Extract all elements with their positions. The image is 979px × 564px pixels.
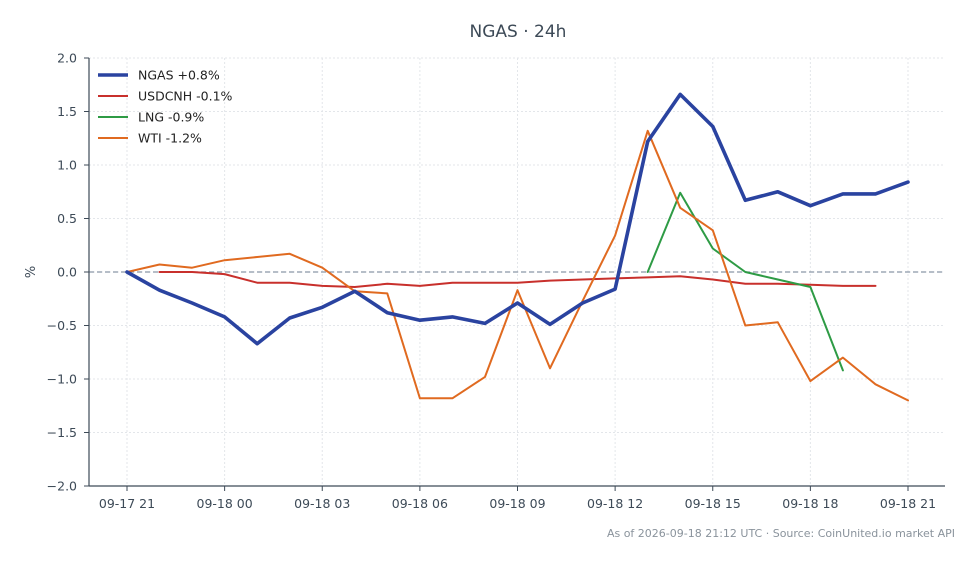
series-line-wti	[126, 129, 909, 402]
y-tick-label: 1.0	[57, 158, 77, 173]
series-line-lng	[646, 191, 844, 372]
y-tick-label: −1.5	[47, 425, 77, 440]
legend: NGAS +0.8% USDCNH -0.1% LNG -0.9% WTI -1.2%	[98, 68, 233, 146]
x-tick-label: 09-18 21	[880, 496, 936, 511]
legend-entry: WTI -1.2%	[138, 131, 202, 146]
x-tick-label: 09-18 12	[587, 496, 643, 511]
source-footer: As of 2026-09-18 21:12 UTC · Source: Coi…	[607, 527, 955, 540]
y-axis-label: %	[24, 266, 39, 278]
x-tick-label: 09-18 15	[685, 496, 741, 511]
y-tick-label: 0.5	[57, 211, 77, 226]
y-tick-label: −1.0	[47, 372, 77, 387]
x-tick-label: 09-18 06	[392, 496, 448, 511]
y-tick-label: 0.0	[57, 265, 77, 280]
y-tick-label: 2.0	[57, 51, 77, 66]
y-tick-label: −2.0	[47, 479, 77, 494]
x-tick-label: 09-18 00	[197, 496, 253, 511]
legend-entry: LNG -0.9%	[138, 110, 204, 125]
y-tick-label: 1.5	[57, 104, 77, 119]
axes: 2.0 1.5 1.0 0.5 0.0 −0.5 −1.0 −1.5 −2.0 09-17 21 0…	[47, 51, 945, 511]
legend-entry: NGAS +0.8%	[138, 68, 220, 83]
y-tick-label: −0.5	[47, 318, 77, 333]
series-lines	[125, 92, 910, 402]
legend-entry: USDCNH -0.1%	[138, 89, 233, 104]
series-line-ngas	[125, 92, 910, 346]
x-tick-label: 09-18 09	[489, 496, 545, 511]
x-tick-label: 09-18 03	[294, 496, 350, 511]
chart-title: NGAS · 24h	[470, 22, 567, 42]
x-tick-label: 09-17 21	[99, 496, 155, 511]
series-line-usdcnh	[158, 271, 877, 288]
x-tick-label: 09-18 18	[782, 496, 838, 511]
grid	[89, 57, 945, 487]
